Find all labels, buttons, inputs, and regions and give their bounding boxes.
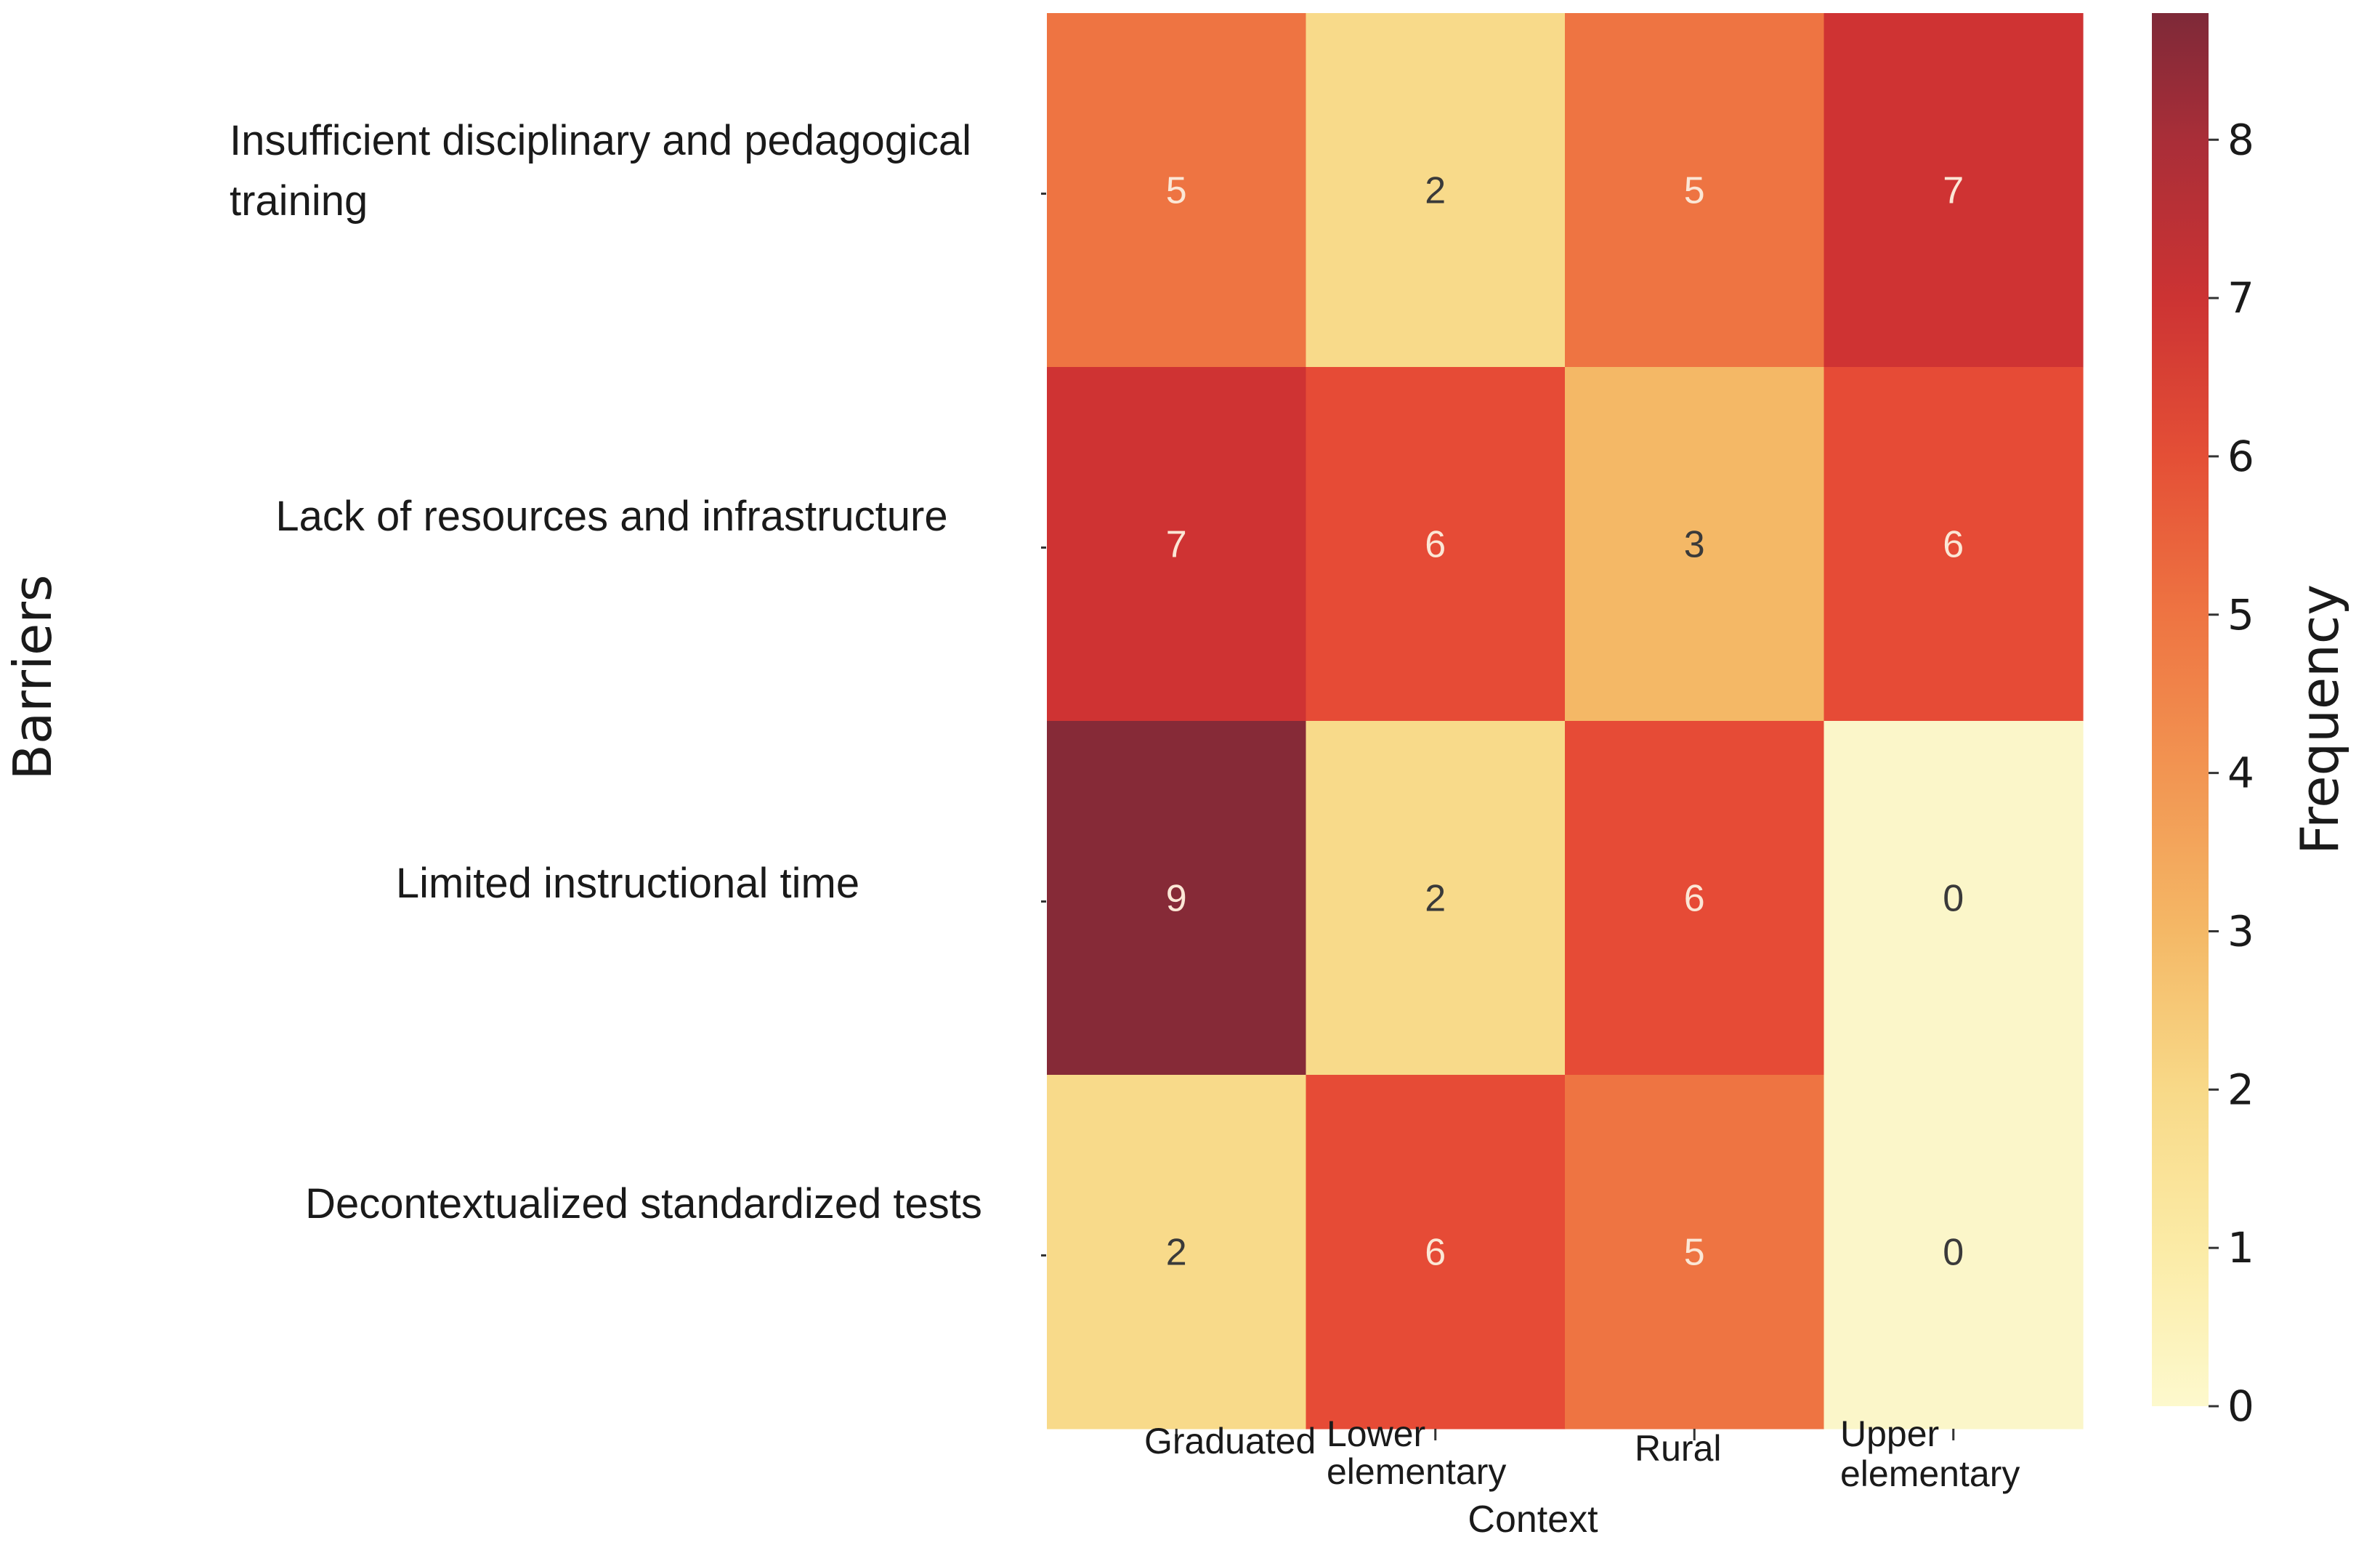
cell-value-label: 2: [1425, 170, 1446, 212]
heatmap-cell: [1306, 367, 1566, 722]
cell-value-label: 0: [1943, 1232, 1964, 1274]
heatmap-cell: [1047, 1075, 1307, 1429]
row-labels: Insufficient disciplinary and pedagogica…: [230, 117, 1046, 1256]
x-tick-label: elementary: [1840, 1453, 2020, 1494]
heatmap-cell: [1565, 367, 1825, 722]
colorbar-tick-label: 0: [2227, 1381, 2254, 1431]
x-tick-label: Lower: [1327, 1413, 1425, 1454]
colorbar-tick-label: 2: [2227, 1065, 2254, 1114]
cell-value-label: 2: [1425, 878, 1446, 920]
heatmap-cell: [1306, 1075, 1566, 1429]
colorbar-tick-label: 1: [2227, 1223, 2254, 1272]
colorbar-tick-label: 4: [2227, 749, 2254, 798]
colorbar-tick-label: 8: [2227, 115, 2254, 164]
cell-value-label: 7: [1943, 170, 1964, 212]
y-tick-label: training: [230, 177, 368, 225]
colorbar-title: Frequency: [2289, 584, 2350, 855]
cell-value-label: 3: [1684, 524, 1705, 566]
x-tick-label: Rural: [1635, 1428, 1721, 1469]
heatmap-cell: [1824, 1075, 2084, 1429]
x-tick-label: elementary: [1327, 1451, 1506, 1492]
colorbar-gradient: [2152, 13, 2209, 1406]
x-tick-label: Upper: [1840, 1413, 1939, 1454]
cell-value-label: 6: [1943, 524, 1964, 566]
cell-value-label: 5: [1166, 170, 1187, 212]
cell-value-label: 0: [1943, 878, 1964, 920]
cell-value-label: 9: [1166, 878, 1187, 920]
y-tick-label: Lack of resources and infrastructure: [275, 493, 947, 540]
heatmap-cell: [1824, 367, 2084, 722]
y-axis-title: Barriers: [2, 575, 63, 780]
cell-value-label: 6: [1684, 878, 1705, 920]
heatmap-cell: [1047, 721, 1307, 1076]
cell-value-label: 2: [1166, 1232, 1187, 1274]
colorbar-tick-label: 3: [2227, 906, 2254, 956]
cell-value-label: 5: [1684, 1232, 1705, 1274]
heatmap-cell: [1824, 13, 2084, 368]
x-tick-label: Graduated: [1144, 1421, 1316, 1461]
cell-value-label: 6: [1425, 524, 1446, 566]
cell-value-label: 6: [1425, 1232, 1446, 1274]
heatmap-cell: [1565, 1075, 1825, 1429]
y-tick-label: Insufficient disciplinary and pedagogica…: [230, 117, 971, 164]
colorbar-tick-label: 6: [2227, 432, 2254, 481]
colorbar-tick-label: 7: [2227, 273, 2254, 323]
cell-value-labels: 5 2 5 7 7 6 3 6 9 2 6 0 2 6 5 0: [1166, 170, 1964, 1274]
heatmap-cell: [1306, 13, 1566, 368]
colorbar-tick-label: 5: [2227, 590, 2254, 640]
heatmap-cell: [1565, 13, 1825, 368]
heatmap-cell: [1047, 367, 1307, 722]
heatmap-cell: [1047, 13, 1307, 368]
heatmap-cells: [1047, 13, 2084, 1429]
colorbar: 0 1 2 3 4 5 6 7 8: [2152, 13, 2254, 1431]
heatmap-cell: [1824, 721, 2084, 1076]
cell-value-label: 7: [1166, 524, 1187, 566]
cell-value-label: 5: [1684, 170, 1705, 212]
x-axis-title: Context: [1468, 1498, 1598, 1541]
y-tick-label: Decontextualized standardized tests: [305, 1180, 982, 1227]
heatmap-cell: [1565, 721, 1825, 1076]
y-tick-label: Limited instructional time: [396, 860, 859, 907]
heatmap-cell: [1306, 721, 1566, 1076]
